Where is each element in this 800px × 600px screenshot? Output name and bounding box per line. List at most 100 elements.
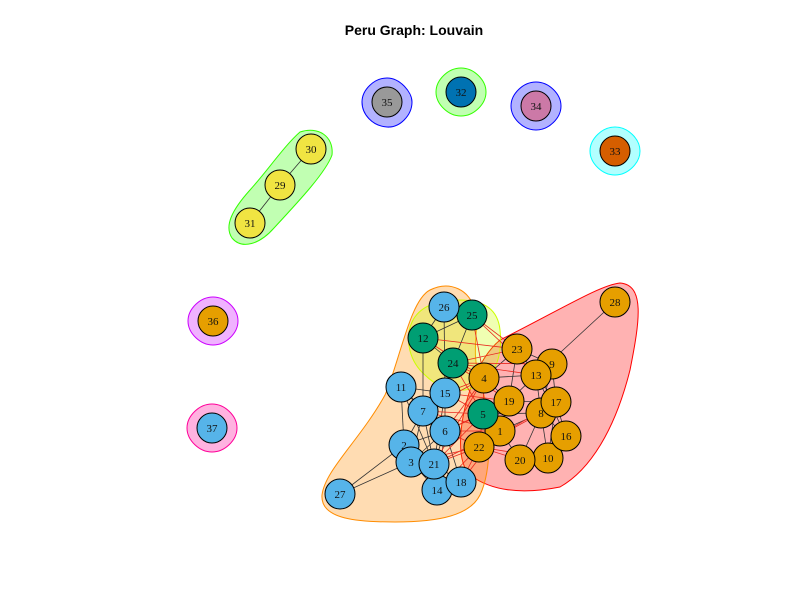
node-label-34: 34	[531, 101, 543, 113]
node-label-11: 11	[396, 382, 407, 394]
node-36: 36	[197, 305, 229, 337]
node-22: 22	[463, 431, 495, 463]
node-circle-16	[550, 420, 582, 452]
node-12: 12	[407, 322, 439, 354]
node-circle-37	[196, 412, 228, 444]
node-label-32: 32	[456, 87, 467, 99]
node-label-15: 15	[440, 388, 452, 400]
node-circle-23	[501, 333, 533, 365]
node-circle-13	[520, 359, 552, 391]
node-label-10: 10	[543, 453, 555, 465]
node-label-17: 17	[551, 397, 563, 409]
edge-4-21	[433, 377, 485, 465]
node-circle-30	[295, 133, 327, 165]
node-32: 32	[445, 76, 477, 108]
node-34: 34	[520, 90, 552, 122]
node-label-3: 3	[408, 457, 414, 469]
node-24: 24	[437, 347, 469, 379]
node-label-22: 22	[474, 442, 485, 454]
node-26: 26	[428, 291, 460, 323]
node-29: 29	[264, 169, 296, 201]
node-label-5: 5	[480, 409, 486, 421]
node-37: 37	[196, 412, 228, 444]
node-31: 31	[234, 207, 266, 239]
node-circle-33	[599, 135, 631, 167]
node-label-27: 27	[335, 489, 347, 501]
node-11: 11	[385, 371, 417, 403]
node-label-14: 14	[432, 485, 444, 497]
node-label-36: 36	[208, 316, 220, 328]
node-label-25: 25	[467, 310, 479, 322]
node-25: 25	[456, 299, 488, 331]
node-23: 23	[501, 333, 533, 365]
node-circle-22	[463, 431, 495, 463]
node-label-16: 16	[561, 431, 573, 443]
node-circle-4	[468, 362, 500, 394]
node-circle-36	[197, 305, 229, 337]
graph-title: Peru Graph: Louvain	[345, 22, 483, 38]
node-circle-15	[429, 377, 461, 409]
edge-23-12	[422, 337, 518, 350]
node-circle-12	[407, 322, 439, 354]
node-28: 28	[599, 286, 631, 318]
node-13: 13	[520, 359, 552, 391]
node-circle-20	[504, 444, 536, 476]
node-circle-26	[428, 291, 460, 323]
node-circle-29	[264, 169, 296, 201]
node-label-35: 35	[382, 97, 394, 109]
node-circle-18	[445, 466, 477, 498]
node-6: 6	[429, 415, 461, 447]
node-label-19: 19	[504, 396, 516, 408]
node-label-18: 18	[456, 477, 468, 489]
node-27: 27	[324, 478, 356, 510]
node-circle-6	[429, 415, 461, 447]
node-18: 18	[445, 466, 477, 498]
node-4: 4	[468, 362, 500, 394]
node-circle-27	[324, 478, 356, 510]
node-5: 5	[467, 398, 499, 430]
node-circle-19	[493, 385, 525, 417]
node-3: 3	[395, 446, 427, 478]
node-circle-28	[599, 286, 631, 318]
node-label-29: 29	[275, 180, 287, 192]
node-20: 20	[504, 444, 536, 476]
node-circle-24	[437, 347, 469, 379]
node-label-28: 28	[610, 297, 622, 309]
node-circle-17	[540, 386, 572, 418]
node-label-1: 1	[497, 426, 503, 438]
node-circle-34	[520, 90, 552, 122]
node-16: 16	[550, 420, 582, 452]
node-label-9: 9	[549, 359, 555, 371]
node-circle-5	[467, 398, 499, 430]
node-label-20: 20	[515, 455, 527, 467]
node-label-24: 24	[448, 358, 460, 370]
node-circle-32	[445, 76, 477, 108]
node-label-4: 4	[481, 373, 487, 385]
node-circle-35	[371, 86, 403, 118]
node-19: 19	[493, 385, 525, 417]
node-circle-31	[234, 207, 266, 239]
node-label-2: 2	[401, 440, 407, 452]
node-15: 15	[429, 377, 461, 409]
node-label-12: 12	[418, 333, 429, 345]
node-label-37: 37	[207, 423, 219, 435]
node-circle-7	[407, 395, 439, 427]
node-label-21: 21	[429, 459, 440, 471]
node-17: 17	[540, 386, 572, 418]
node-label-33: 33	[610, 146, 622, 158]
node-21: 21	[418, 448, 450, 480]
node-33: 33	[599, 135, 631, 167]
node-35: 35	[371, 86, 403, 118]
node-label-13: 13	[531, 370, 543, 382]
node-30: 30	[295, 133, 327, 165]
node-7: 7	[407, 395, 439, 427]
node-circle-21	[418, 448, 450, 480]
node-label-6: 6	[442, 426, 448, 438]
node-circle-11	[385, 371, 417, 403]
node-label-7: 7	[420, 406, 426, 418]
node-label-8: 8	[538, 408, 544, 420]
node-label-30: 30	[306, 144, 318, 156]
node-label-31: 31	[245, 218, 256, 230]
